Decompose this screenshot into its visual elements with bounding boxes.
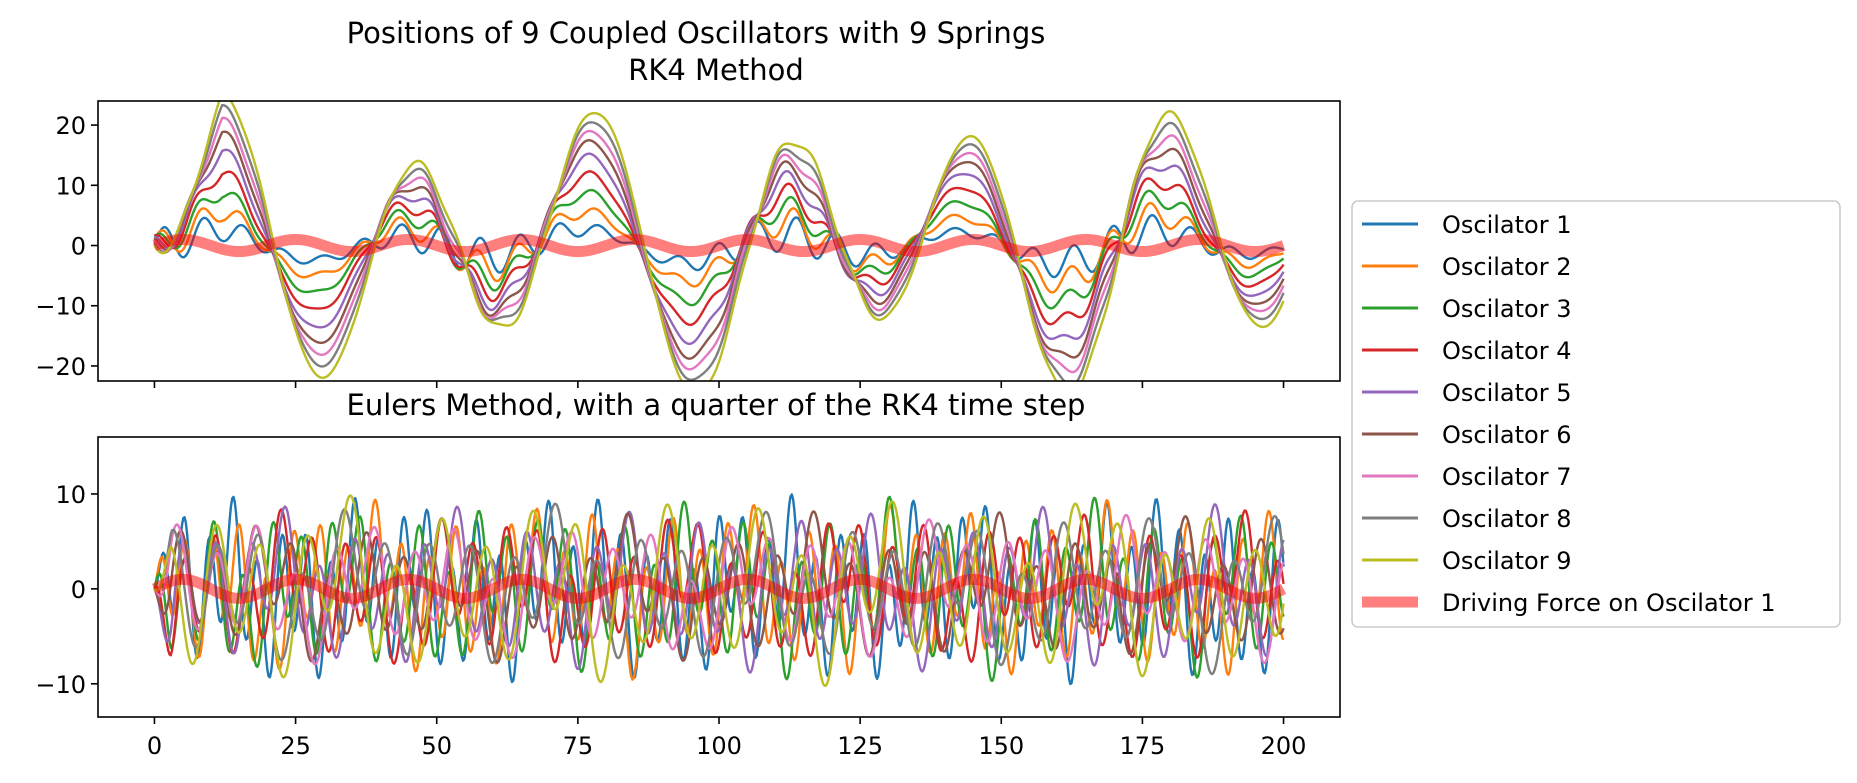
euler-x-tick-label: 150: [978, 732, 1024, 760]
legend-label-2: Oscilator 2: [1442, 253, 1572, 281]
legend-label-4: Oscilator 4: [1442, 337, 1572, 365]
rk4-series-oscilator-5: [153, 148, 1285, 346]
rk4-y-tick-label: −10: [35, 293, 86, 321]
rk4-driving-force-line: [152, 234, 1286, 258]
rk4-plot-area: −20 −10 0 10 20: [35, 100, 1341, 388]
rk4-series-oscilator-2: [153, 201, 1284, 294]
rk4-chart-subtitle: RK4 Method: [628, 53, 804, 87]
euler-x-tick-label: 50: [421, 732, 452, 760]
legend-label-5: Oscilator 5: [1442, 379, 1572, 407]
euler-driving-force-line: [151, 573, 1287, 604]
euler-series-oscilator-9: [153, 494, 1285, 688]
euler-y-tick-label: −10: [35, 671, 86, 699]
legend-frame: [1351, 200, 1841, 628]
rk4-series-oscilator-7: [153, 116, 1285, 374]
rk4-y-tick-label: 10: [55, 172, 86, 200]
euler-y-tick-label: 10: [55, 481, 86, 509]
legend-label-9: Oscilator 9: [1442, 547, 1572, 575]
legend-label-8: Oscilator 8: [1442, 505, 1572, 533]
euler-x-tick-label: 100: [696, 732, 742, 760]
rk4-y-tick-label: 20: [55, 112, 86, 140]
rk4-chart: Positions of 9 Coupled Oscillators with …: [35, 16, 1341, 388]
euler-x-tick-label: 0: [147, 732, 162, 760]
legend: Oscilator 1 Oscilator 2 Oscilator 3 Oscilat…: [1351, 200, 1841, 628]
rk4-series-oscilator-9: [153, 101, 1285, 381]
euler-x-tick-label: 125: [837, 732, 883, 760]
euler-y-tick-label: 0: [71, 576, 86, 604]
rk4-series-oscilator-4: [154, 170, 1285, 327]
legend-label-6: Oscilator 6: [1442, 421, 1572, 449]
legend-label-10: Driving Force on Oscilator 1: [1442, 589, 1776, 617]
euler-x-tick-label: 25: [280, 732, 311, 760]
rk4-series-oscilator-6: [153, 130, 1285, 360]
euler-x-tick-label: 75: [563, 732, 594, 760]
rk4-y-tick-label: −20: [35, 353, 86, 381]
rk4-series-group: [152, 101, 1286, 381]
euler-series-oscilator-6: [153, 510, 1285, 664]
rk4-chart-title: Positions of 9 Coupled Oscillators with …: [347, 16, 1046, 50]
euler-series-group: [151, 493, 1287, 688]
rk4-series-oscilator-8: [153, 104, 1285, 381]
rk4-series-oscilator-3: [153, 188, 1285, 310]
euler-chart-title: Eulers Method, with a quarter of the RK4…: [347, 388, 1086, 422]
legend-label-7: Oscilator 7: [1442, 463, 1572, 491]
euler-chart: Eulers Method, with a quarter of the RK4…: [35, 388, 1341, 760]
euler-x-tick-label: 175: [1120, 732, 1166, 760]
euler-x-tick-label: 200: [1261, 732, 1307, 760]
rk4-y-tick-label: 0: [71, 233, 86, 261]
legend-label-3: Oscilator 3: [1442, 295, 1572, 323]
legend-label-1: Oscilator 1: [1442, 211, 1572, 239]
